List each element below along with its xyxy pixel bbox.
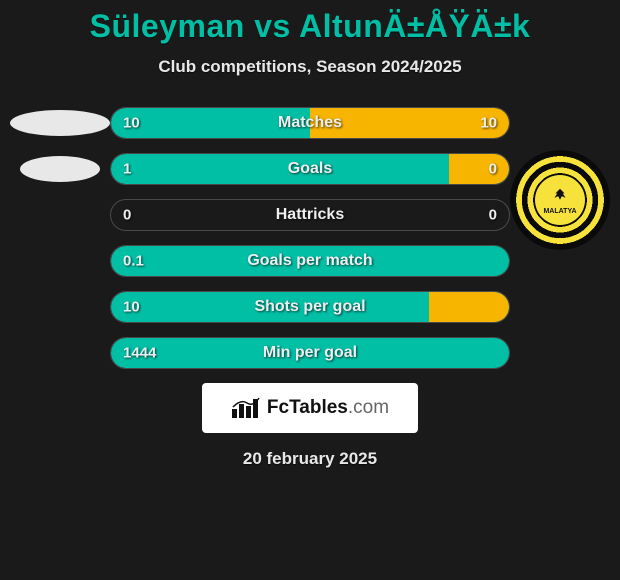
stat-value-left: 10 xyxy=(123,299,140,316)
club-crest-icon: MALATYA xyxy=(510,150,610,250)
fctables-logo: FcTables.com xyxy=(202,383,418,433)
logo-text-tld: .com xyxy=(348,397,389,418)
left-team-badge xyxy=(10,110,110,210)
date-label: 20 february 2025 xyxy=(0,449,620,469)
bar-fill-right xyxy=(310,108,509,138)
stat-value-left: 0 xyxy=(123,207,131,224)
stat-row: Goals per match0.1 xyxy=(110,245,510,277)
right-team-badge: MALATYA xyxy=(510,150,610,250)
stat-value-right: 0 xyxy=(489,161,497,178)
stat-value-left: 1 xyxy=(123,161,131,178)
eagle-icon xyxy=(549,186,571,208)
stat-row: Min per goal1444 xyxy=(110,337,510,369)
logo-text: FcTables.com xyxy=(267,397,389,419)
stat-row: Hattricks0 0 xyxy=(110,199,510,231)
crest-inner: MALATYA xyxy=(535,175,585,225)
logo-text-main: FcTables xyxy=(267,397,348,418)
bar-chart-icon xyxy=(231,397,261,419)
stat-value-left: 0.1 xyxy=(123,253,144,270)
left-ellipse-2 xyxy=(20,156,100,182)
bar-fill-right xyxy=(429,292,509,322)
stat-row: Goals10 xyxy=(110,153,510,185)
bar-fill-left xyxy=(111,108,310,138)
subtitle: Club competitions, Season 2024/2025 xyxy=(0,57,620,77)
stats-bars-container: Matches1010Goals10Hattricks00Goals per m… xyxy=(110,107,510,369)
stat-value-left: 10 xyxy=(123,115,140,132)
stat-row: Matches1010 xyxy=(110,107,510,139)
bar-fill-left xyxy=(111,246,509,276)
stat-value-right: 0 xyxy=(489,207,497,224)
bar-fill-left xyxy=(111,338,509,368)
bar-fill-right xyxy=(449,154,509,184)
stat-value-left: 1444 xyxy=(123,345,156,362)
crest-text: MALATYA xyxy=(543,208,576,215)
stat-value-right: 10 xyxy=(480,115,497,132)
left-ellipse-1 xyxy=(10,110,110,136)
page-title: Süleyman vs AltunÄ±ÅŸÄ±k xyxy=(0,0,620,45)
stat-row: Shots per goal10 xyxy=(110,291,510,323)
stat-label: Hattricks xyxy=(111,206,509,224)
